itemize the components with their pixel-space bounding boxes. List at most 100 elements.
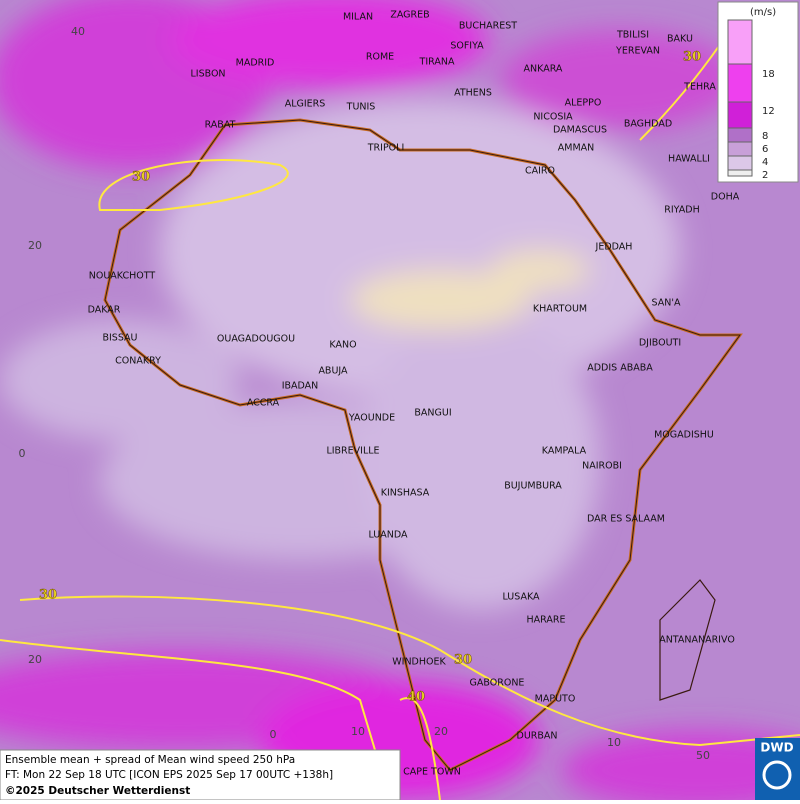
city-label: TUNIS	[346, 102, 376, 113]
grid-label: 0	[19, 447, 26, 460]
city-label: MADRID	[236, 58, 275, 69]
city-label: HAWALLI	[668, 154, 710, 165]
city-label: LIBREVILLE	[326, 446, 379, 457]
contour-label: 30	[683, 50, 701, 65]
madagascar	[659, 579, 716, 701]
city-label: BUJUMBURA	[504, 481, 562, 492]
city-label: MILAN	[343, 12, 373, 23]
city-label: KINSHASA	[381, 488, 430, 499]
city-label: RABAT	[205, 120, 236, 131]
city-label: KHARTOUM	[533, 304, 587, 315]
caption-line: FT: Mon 22 Sep 18 UTC [ICON EPS 2025 Sep…	[5, 769, 333, 781]
city-label: KANO	[329, 340, 356, 351]
city-label: BUCHAREST	[459, 21, 517, 32]
city-label: DAR ES SALAAM	[587, 514, 665, 525]
city-label: TEHRA	[683, 82, 716, 93]
legend-swatch	[727, 63, 753, 103]
legend-swatch	[727, 155, 753, 171]
grid-label: 10	[351, 725, 365, 738]
city-label: DAMASCUS	[553, 125, 607, 136]
logo-box	[755, 738, 800, 800]
city-label: ROME	[366, 52, 394, 63]
city-label: NICOSIA	[533, 112, 573, 123]
legend-label: 12	[762, 106, 775, 117]
city-label: BANGUI	[414, 408, 451, 419]
city-label: TRIPOLI	[367, 143, 405, 154]
legend-swatch	[727, 127, 753, 143]
coastline-inner	[104, 119, 741, 771]
city-label: ABUJA	[318, 366, 348, 377]
grid-label: 20	[434, 725, 448, 738]
city-label: ATHENS	[454, 88, 492, 99]
caption-line: Ensemble mean + spread of Mean wind spee…	[5, 754, 295, 766]
city-label: ZAGREB	[390, 10, 429, 21]
grid-label: 10	[607, 736, 621, 749]
city-label: YEREVAN	[615, 46, 660, 57]
legend-swatch	[727, 101, 753, 129]
city-label: MOGADISHU	[654, 430, 714, 441]
city-label: DURBAN	[517, 731, 558, 742]
city-label: DOHA	[711, 192, 740, 203]
grid-label: 20	[28, 653, 42, 666]
grid-label: 0	[270, 728, 277, 741]
city-label: CAIRO	[525, 166, 555, 177]
city-label: SAN'A	[652, 298, 681, 309]
logo: DWD	[760, 741, 793, 755]
legend-label: 2	[762, 170, 768, 181]
city-label: TIRANA	[419, 57, 455, 68]
caption-box	[0, 749, 401, 801]
city-label: ALGIERS	[285, 99, 326, 110]
city-label: DAKAR	[88, 305, 121, 316]
caption-line: ©2025 Deutscher Wetterdienst	[5, 785, 190, 797]
legend-label: 6	[762, 144, 768, 155]
city-label: RIYADH	[664, 205, 699, 216]
contour-label: 40	[407, 690, 425, 705]
grid-label: 50	[696, 749, 710, 762]
city-label: SOFIYA	[450, 41, 484, 52]
city-label: YAOUNDE	[348, 413, 395, 424]
city-label: AMMAN	[558, 143, 595, 154]
legend: (m/s) 18 12 8 6 4 2	[717, 1, 799, 183]
legend-swatch	[727, 19, 753, 65]
city-label: TBILISI	[616, 30, 649, 41]
city-label: BISSAU	[102, 333, 137, 344]
legend-label: 8	[762, 131, 768, 142]
city-label: LISBON	[190, 69, 225, 80]
city-label: ANKARA	[524, 64, 563, 75]
grid-label: 20	[28, 239, 42, 252]
city-label: CONAKRY	[115, 356, 161, 367]
city-label: MAPUTO	[535, 694, 576, 705]
city-label: DJIBOUTI	[639, 338, 681, 349]
legend-label: 18	[762, 69, 775, 80]
city-label: KAMPALA	[542, 446, 587, 457]
legend-unit: (m/s)	[750, 7, 776, 18]
city-label: HARARE	[527, 615, 566, 626]
city-label: ADDIS ABABA	[587, 363, 653, 374]
contour-label: 30	[39, 588, 57, 603]
city-label: ALEPPO	[565, 98, 602, 109]
city-label: WINDHOEK	[392, 657, 446, 668]
city-label: OUAGADOUGOU	[217, 334, 295, 345]
city-label: GABORONE	[470, 678, 525, 689]
city-label: BAGHDAD	[624, 119, 672, 130]
legend-swatch	[727, 169, 753, 177]
contour-label: 30	[132, 170, 150, 185]
city-label: LUANDA	[368, 530, 408, 541]
grid-label: 40	[71, 25, 85, 38]
logo-icon	[762, 760, 792, 790]
legend-swatch	[727, 141, 753, 157]
city-label: BAKU	[667, 34, 693, 45]
city-label: NOUAKCHOTT	[89, 271, 156, 282]
city-label: ACCRA	[247, 398, 280, 409]
city-label: ANTANANARIVO	[659, 635, 735, 646]
city-label: NAIROBI	[582, 461, 622, 472]
contours	[0, 29, 800, 801]
legend-label: 4	[762, 157, 768, 168]
contour-label: 30	[454, 653, 472, 668]
city-label: LUSAKA	[502, 592, 540, 603]
city-label: IBADAN	[282, 381, 319, 392]
city-label: CAPE TOWN	[403, 767, 461, 778]
city-label: JEDDAH	[595, 242, 633, 253]
